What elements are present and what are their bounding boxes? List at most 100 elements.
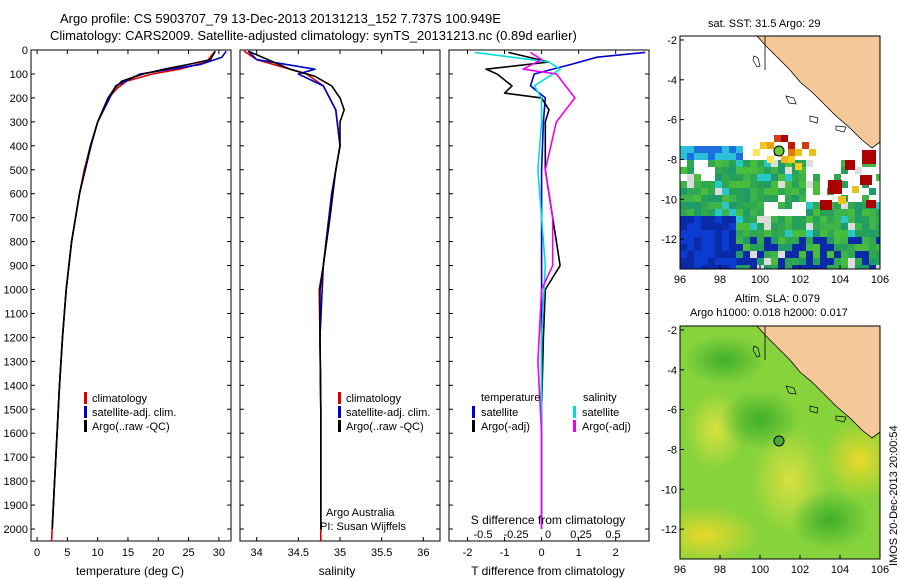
sst-pixel	[736, 258, 743, 265]
sst-warm-pixel	[781, 135, 788, 142]
sst-pixel	[771, 237, 778, 244]
sst-pixel	[757, 258, 764, 265]
sst-pixel	[743, 209, 750, 216]
x-tick-label: 35	[334, 547, 346, 559]
sst-pixel	[750, 181, 757, 188]
sst-pixel	[715, 188, 722, 195]
sst-pixel	[771, 160, 778, 167]
sst-pixel	[813, 237, 820, 244]
map-y-tick-label: -6	[667, 115, 677, 127]
sst-pixel	[876, 265, 880, 269]
sst-pixel	[771, 181, 778, 188]
sst-pixel	[750, 195, 757, 202]
sst-pixel	[729, 195, 736, 202]
sst-pixel	[869, 237, 876, 244]
sst-pixel	[680, 195, 687, 202]
sst-pixel	[827, 258, 834, 265]
sst-pixel	[722, 153, 729, 160]
sst-pixel	[785, 258, 792, 265]
sst-pixel	[820, 244, 827, 251]
map-x-tick-label: 98	[714, 274, 726, 286]
sst-pixel	[876, 216, 880, 223]
depth-tick-label: 1400	[4, 380, 28, 392]
t-difference-ticks: -2 -1 0 1 2	[463, 50, 619, 559]
legend-argo-raw: Argo(..raw -QC)	[92, 421, 170, 433]
sst-pixel	[820, 265, 827, 269]
sst-pixel	[764, 188, 771, 195]
sst-pixel	[743, 237, 750, 244]
sst-pixel	[848, 244, 855, 251]
s-tick--0.5: -0.5	[474, 529, 493, 541]
sst-pixel	[687, 153, 694, 160]
sst-pixel	[855, 202, 862, 209]
sst-pixel	[680, 188, 687, 195]
sst-pixel	[687, 237, 694, 244]
sst-pixel	[736, 223, 743, 230]
depth-tick-label: 2000	[4, 524, 28, 536]
sst-pixel	[855, 237, 862, 244]
sst-pixel	[722, 265, 729, 269]
sst-pixel	[813, 188, 820, 195]
x-tick-label: 15	[122, 547, 134, 559]
argo-australia-label: Argo Australia	[326, 507, 395, 519]
sst-pixel	[862, 265, 869, 269]
sst-hot-block	[828, 180, 842, 194]
sst-pixel	[687, 160, 694, 167]
legend-swatch-red	[338, 392, 341, 404]
sst-pixel	[862, 216, 869, 223]
sst-pixel	[701, 230, 708, 237]
sst-pixel	[834, 230, 841, 237]
sst-pixel	[750, 251, 757, 258]
sst-pixel	[701, 258, 708, 265]
temperature-axis-ticks: 0 5 10 15 20 25 30	[34, 50, 225, 559]
sst-pixel	[771, 174, 778, 181]
sst-pixel	[715, 244, 722, 251]
sst-pixel	[820, 258, 827, 265]
sst-pixel	[729, 216, 736, 223]
sst-pixel	[750, 230, 757, 237]
sst-pixel	[708, 153, 715, 160]
sst-pixel	[736, 244, 743, 251]
sst-pixel	[785, 174, 792, 181]
sst-pixel	[694, 216, 701, 223]
sst-pixel	[806, 202, 813, 209]
sst-pixel	[862, 209, 869, 216]
difference-series	[474, 51, 646, 529]
sst-pixel	[792, 181, 799, 188]
sst-pixel	[743, 174, 750, 181]
x-tick-label: 34.5	[288, 547, 309, 559]
sst-pixel	[764, 160, 771, 167]
sst-pixel	[771, 216, 778, 223]
sst-pixel	[729, 230, 736, 237]
sst-pixel	[806, 244, 813, 251]
map-x-tick-label: 106	[871, 564, 889, 576]
pi-label: PI: Susan Wijffels	[320, 521, 406, 533]
island-2	[785, 385, 797, 395]
sst-pixel	[827, 223, 834, 230]
sst-pixel	[701, 195, 708, 202]
sst-pixel	[778, 230, 785, 237]
legend-argo-raw: Argo(..raw -QC)	[346, 421, 424, 433]
sst-warm-pixel	[788, 149, 795, 156]
sst-pixel	[757, 188, 764, 195]
depth-tick-label: 1500	[4, 404, 28, 416]
depth-tick-label: 500	[10, 165, 28, 177]
sst-pixel	[869, 244, 876, 251]
sst-pixel	[820, 209, 827, 216]
sst-pixel	[750, 244, 757, 251]
sst-pixel	[876, 258, 880, 265]
sst-pixel	[785, 167, 792, 174]
salinity-depth-ticks	[240, 49, 440, 530]
legend-swatch-magenta	[573, 420, 576, 432]
sst-pixel	[799, 174, 806, 181]
sst-pixel	[785, 160, 792, 167]
series-climatology	[50, 50, 216, 541]
sst-pixel	[848, 258, 855, 265]
sst-pixel	[708, 251, 715, 258]
sst-pixel	[694, 195, 701, 202]
sst-pixel	[750, 167, 757, 174]
sst-pixel	[848, 237, 855, 244]
sst-pixel	[855, 265, 862, 269]
depth-tick-label: 200	[10, 93, 28, 105]
